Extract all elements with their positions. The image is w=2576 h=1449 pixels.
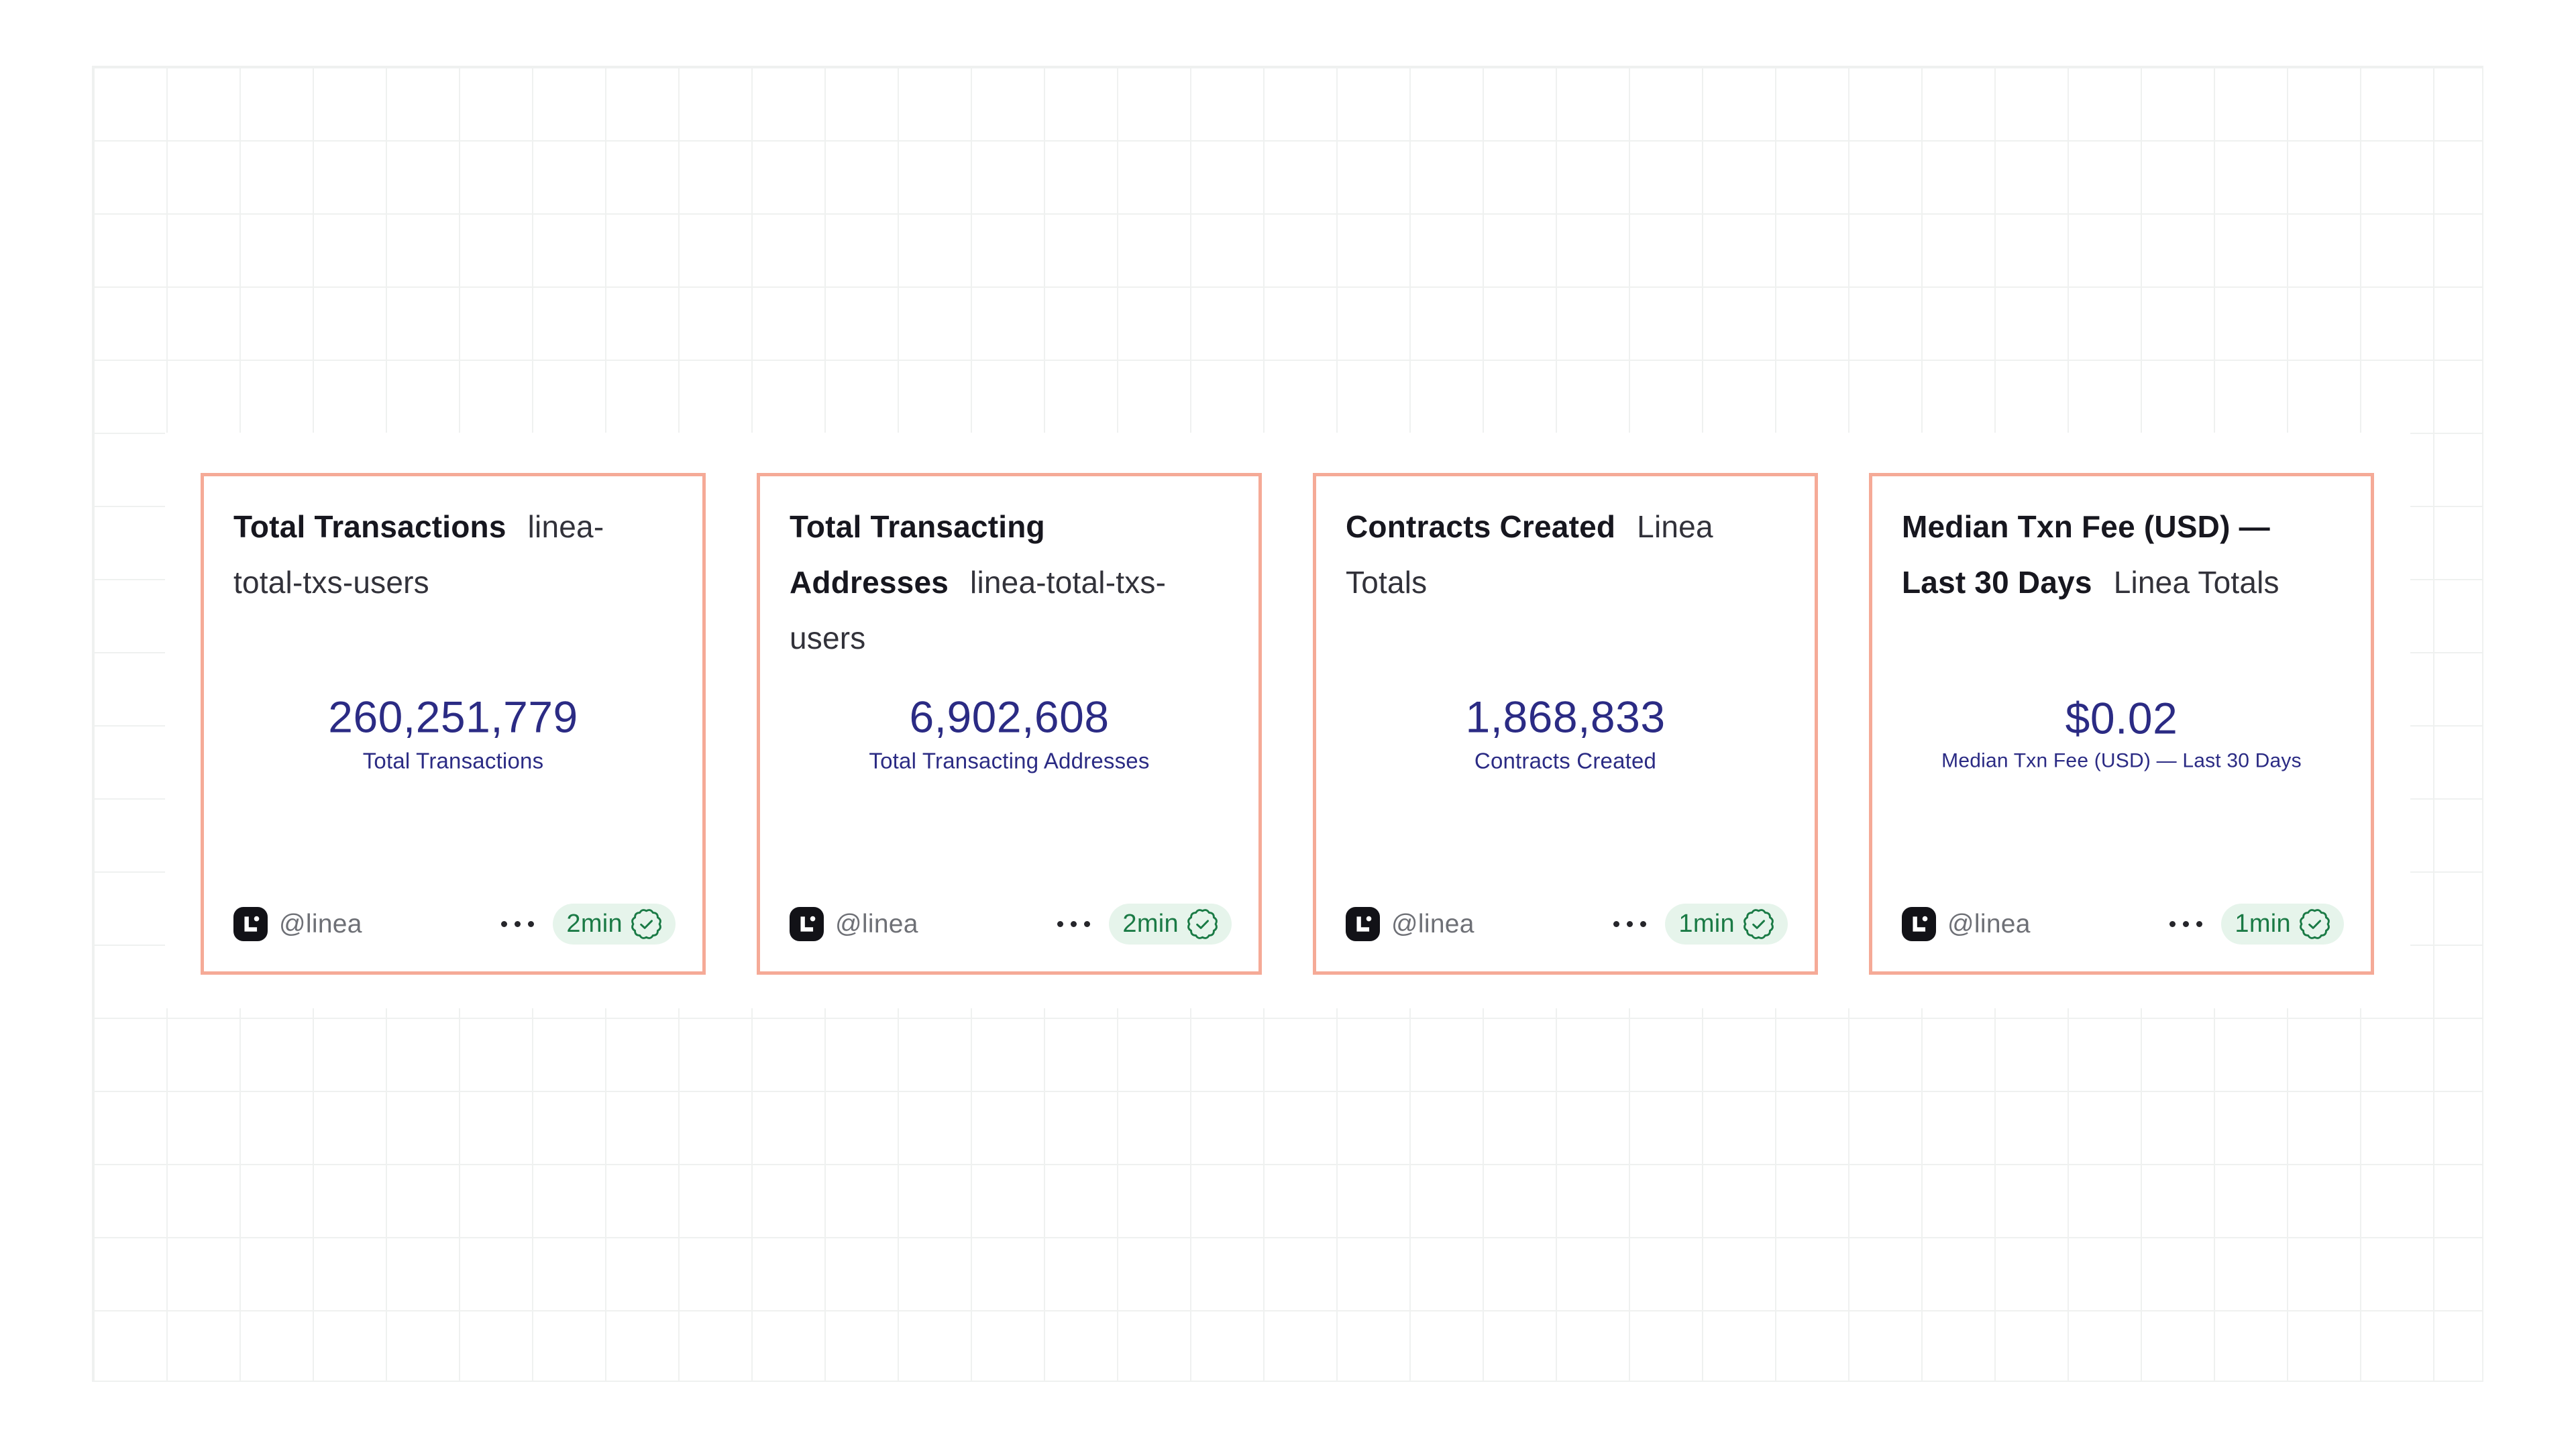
freshness-text: 2min [566,910,623,938]
freshness-text: 1min [2235,910,2291,938]
verified-icon [2300,909,2330,939]
freshness-text: 2min [1122,910,1179,938]
verified-icon [631,909,661,939]
metric-stat: 260,251,779 Total Transactions [204,693,702,774]
author-handle[interactable]: @linea [279,909,362,938]
metric-label: Total Transactions [362,748,544,773]
card-title-tag: linea-total-txs-users [790,564,1167,655]
metric-value: 1,868,833 [1465,692,1666,742]
more-options-button[interactable] [2168,917,2204,931]
author-handle[interactable]: @linea [835,909,918,938]
more-options-button[interactable] [1056,917,1091,931]
verified-icon [1187,909,1218,939]
metric-stat: 1,868,833 Contracts Created [1316,693,1815,774]
freshness-badge[interactable]: 1min [2221,904,2344,945]
author-handle[interactable]: @linea [1947,909,2031,938]
metric-label: Median Txn Fee (USD) — Last 30 Days [1941,749,2302,772]
freshness-badge[interactable]: 2min [1109,904,1232,945]
metric-value: $0.02 [2065,693,2178,743]
card-title-main: Total Transactions [233,509,506,544]
card-title: Contracts Created Linea Totals [1346,499,1785,610]
card-title: Median Txn Fee (USD) — Last 30 Days Linea… [1902,499,2312,610]
linea-logo-icon [1902,907,1936,941]
metric-card-contracts-created[interactable]: Contracts Created Linea Totals 1,868,833 … [1313,473,1818,975]
linea-logo-icon [1346,907,1380,941]
card-footer: @linea 2min [233,904,676,945]
metric-stat: $0.02 Median Txn Fee (USD) — Last 30 Day… [1872,694,2371,773]
card-title-tag: Linea Totals [1346,509,1713,600]
metric-value: 6,902,608 [909,692,1110,742]
metric-label: Total Transacting Addresses [869,748,1150,773]
card-title: Total Transactions linea-total-txs-users [233,499,673,610]
metric-card-total-transacting-addresses[interactable]: Total Transacting Addresses linea-total-t… [757,473,1262,975]
more-options-button[interactable] [500,917,535,931]
card-title-main: Median Txn Fee (USD) — Last 30 Days [1902,509,2270,600]
more-options-button[interactable] [1612,917,1648,931]
metric-label: Contracts Created [1474,748,1657,773]
card-footer: @linea 1min [1902,904,2344,945]
card-title-tag: Linea Totals [2113,564,2279,600]
freshness-badge[interactable]: 1min [1665,904,1788,945]
linea-logo-icon [790,907,824,941]
cards-row: Total Transactions linea-total-txs-users … [201,473,2374,975]
card-footer: @linea 2min [790,904,1232,945]
metric-value: 260,251,779 [328,692,578,742]
linea-logo-icon [233,907,268,941]
freshness-text: 1min [1678,910,1735,938]
card-title-tag: linea-total-txs-users [233,509,604,600]
freshness-badge[interactable]: 2min [553,904,676,945]
card-title-main: Total Transacting Addresses [790,509,1045,600]
card-title-main: Contracts Created [1346,509,1616,544]
metric-stat: 6,902,608 Total Transacting Addresses [760,693,1258,774]
metric-card-median-txn-fee[interactable]: Median Txn Fee (USD) — Last 30 Days Linea… [1869,473,2374,975]
card-footer: @linea 1min [1346,904,1788,945]
verified-icon [1743,909,1774,939]
author-handle[interactable]: @linea [1391,909,1474,938]
card-title: Total Transacting Addresses linea-total-t… [790,499,1229,665]
metric-card-total-transactions[interactable]: Total Transactions linea-total-txs-users … [201,473,706,975]
